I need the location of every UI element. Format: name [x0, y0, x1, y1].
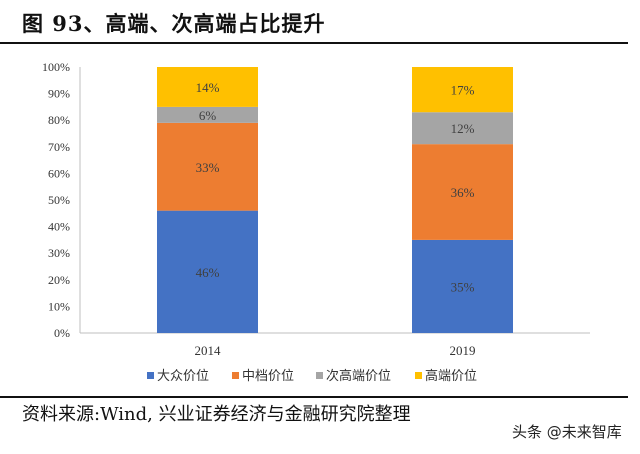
legend-label: 次高端价位: [326, 368, 391, 384]
y-tick-label: 30%: [48, 246, 70, 260]
y-tick-label: 20%: [48, 273, 70, 287]
y-tick-label: 80%: [48, 113, 70, 127]
data-label: 36%: [451, 185, 475, 200]
y-tick-label: 10%: [48, 299, 70, 313]
bar-segment: [412, 112, 513, 145]
y-tick-label: 90%: [48, 87, 70, 101]
y-tick-label: 40%: [48, 220, 70, 234]
legend-swatch: [232, 372, 239, 379]
bar-segment: [412, 67, 513, 113]
bar-segment: [157, 122, 258, 211]
y-tick-label: 70%: [48, 140, 70, 154]
data-label: 35%: [451, 279, 475, 294]
stacked-bar-chart: 0% 10% 20% 30% 40% 50% 60% 70% 80% 90% 100% 46% 33% 6…: [42, 60, 590, 384]
legend-swatch: [147, 372, 154, 379]
data-label: 17%: [451, 83, 475, 98]
data-label: 14%: [196, 80, 220, 95]
data-label: 33%: [196, 160, 220, 175]
source-note: 资料来源:Wind, 兴业证券经济与金融研究院整理: [22, 404, 411, 425]
legend-swatch: [415, 372, 422, 379]
y-tick-label: 0%: [54, 326, 70, 340]
x-tick-label: 2019: [450, 343, 476, 358]
y-tick-label: 50%: [48, 193, 70, 207]
legend-swatch: [316, 372, 323, 379]
bottom-rule: [0, 396, 628, 398]
legend-label: 中档价位: [242, 369, 294, 384]
legend-label: 大众价位: [157, 369, 209, 384]
figure-title: 图 93、高端、次高端占比提升: [22, 11, 326, 36]
y-tick-label: 100%: [42, 60, 70, 74]
y-tick-label: 60%: [48, 166, 70, 180]
data-label: 6%: [199, 108, 217, 123]
bar-segment: [412, 144, 513, 240]
watermark: 头条 @未来智库: [512, 423, 622, 441]
bar-segment: [157, 106, 258, 123]
top-rule: [0, 42, 628, 44]
data-label: 46%: [196, 265, 220, 280]
x-tick-label: 2014: [195, 343, 222, 358]
bar-segment: [412, 239, 513, 333]
bar-segment: [157, 210, 258, 333]
legend-label: 高端价位: [425, 368, 477, 384]
bar-segment: [157, 67, 258, 107]
data-label: 12%: [451, 121, 475, 136]
